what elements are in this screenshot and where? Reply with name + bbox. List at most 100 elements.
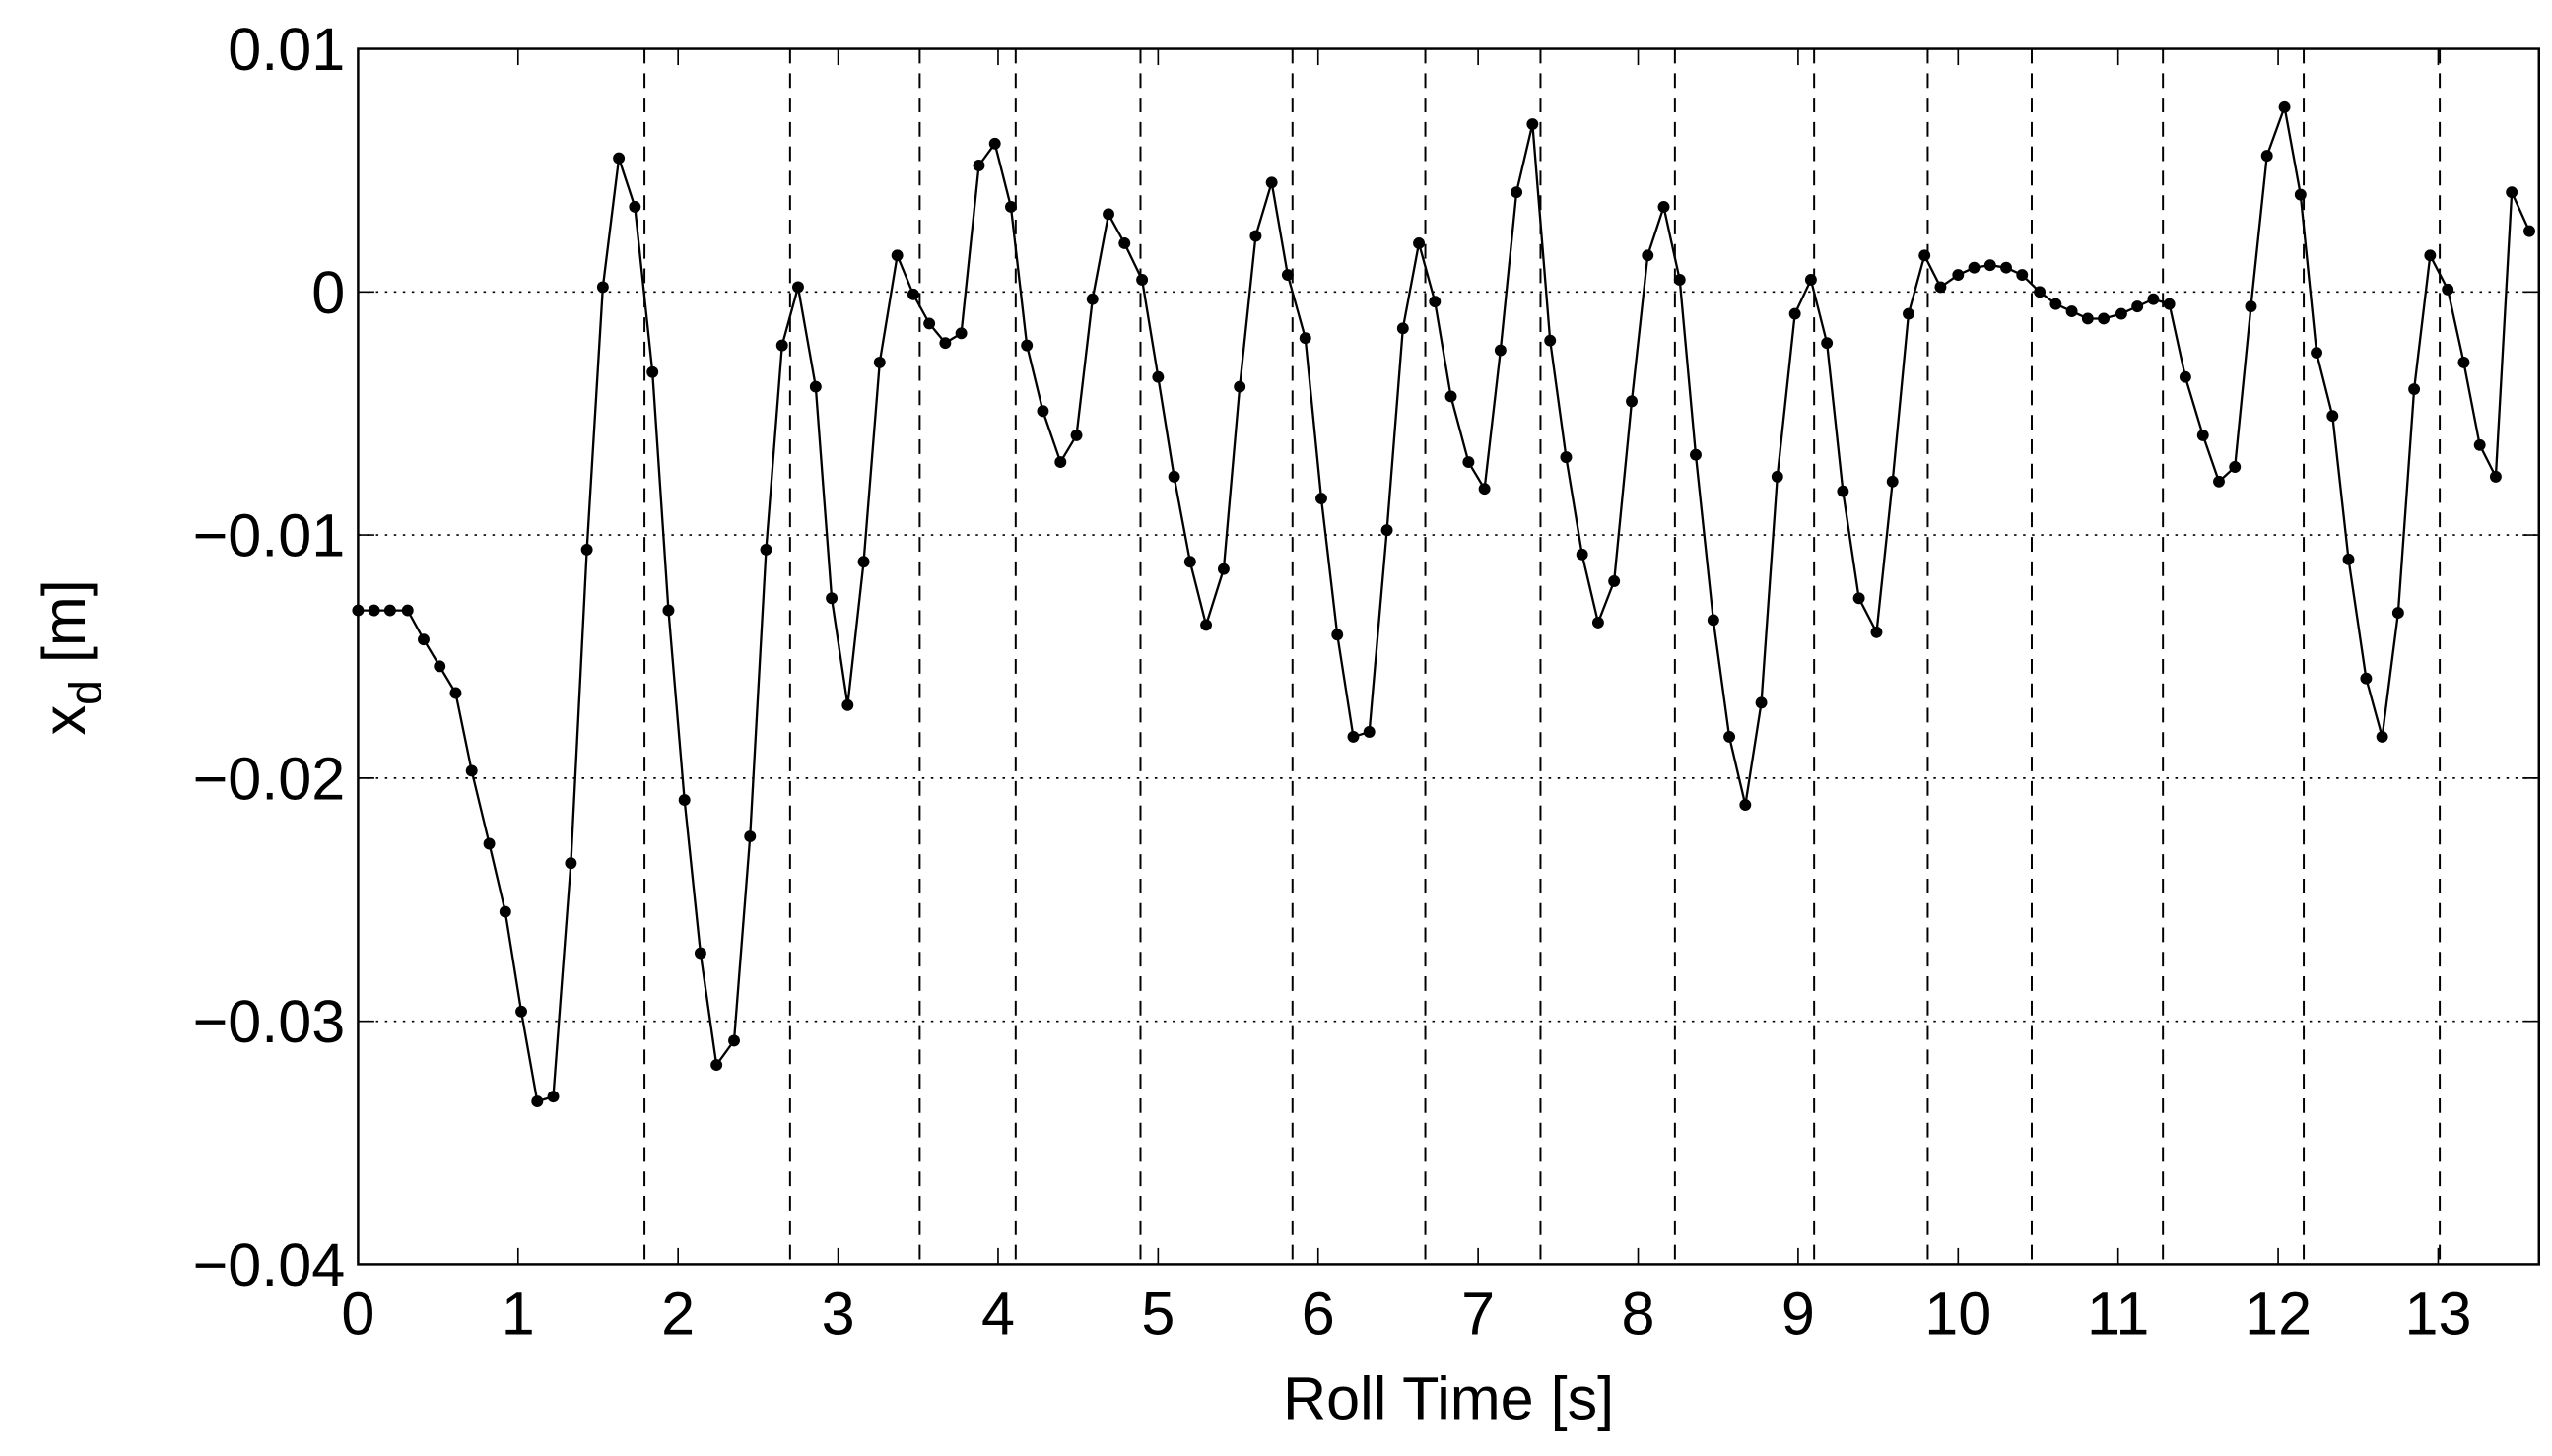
data-point bbox=[2457, 356, 2470, 368]
data-point bbox=[2326, 410, 2339, 423]
data-point bbox=[1118, 237, 1131, 249]
data-point bbox=[1494, 344, 1507, 357]
data-point bbox=[418, 633, 430, 646]
data-point bbox=[760, 543, 772, 556]
data-point bbox=[2294, 188, 2307, 201]
y-tick-label: 0 bbox=[311, 259, 345, 326]
data-point bbox=[531, 1095, 544, 1108]
x-tick-label: 11 bbox=[2087, 1280, 2149, 1347]
data-point bbox=[2506, 186, 2518, 199]
data-point bbox=[1755, 696, 1768, 709]
x-tick-label: 2 bbox=[661, 1280, 695, 1347]
y-tick-label: −0.03 bbox=[193, 988, 346, 1055]
data-point bbox=[1591, 616, 1604, 629]
data-point bbox=[1462, 456, 1475, 469]
x-tick-label: 9 bbox=[1781, 1280, 1815, 1347]
data-point bbox=[565, 857, 577, 870]
data-point bbox=[955, 327, 968, 340]
x-tick-label: 12 bbox=[2245, 1280, 2312, 1347]
y-tick-label: −0.01 bbox=[193, 502, 346, 569]
data-point bbox=[826, 592, 839, 605]
data-point bbox=[1968, 261, 1981, 274]
data-point bbox=[792, 281, 804, 294]
data-point bbox=[1200, 619, 1213, 631]
data-point bbox=[1347, 730, 1360, 743]
data-point bbox=[1739, 799, 1752, 811]
data-point bbox=[907, 288, 919, 300]
data-point bbox=[2065, 305, 2078, 318]
data-point bbox=[2408, 383, 2421, 395]
data-point bbox=[401, 604, 414, 617]
data-point bbox=[2442, 283, 2454, 296]
data-point bbox=[1054, 456, 1067, 469]
data-point bbox=[1852, 592, 1865, 605]
data-point bbox=[2278, 100, 2291, 113]
x-tick-label: 0 bbox=[341, 1280, 374, 1347]
data-point bbox=[629, 201, 641, 213]
data-point bbox=[1217, 563, 1230, 575]
data-point bbox=[1070, 429, 1083, 441]
data-point bbox=[1952, 269, 1965, 281]
data-point bbox=[596, 281, 609, 294]
data-point bbox=[2342, 553, 2355, 565]
data-point bbox=[547, 1091, 560, 1103]
data-point bbox=[1331, 629, 1344, 641]
x-tick-label: 13 bbox=[2404, 1280, 2471, 1347]
data-point bbox=[2034, 286, 2047, 298]
data-line bbox=[358, 102, 2531, 1103]
x-tick-label: 3 bbox=[822, 1280, 855, 1347]
data-point bbox=[1511, 186, 1523, 199]
data-point bbox=[2016, 269, 2029, 281]
data-point bbox=[988, 137, 1001, 150]
data-point bbox=[2131, 300, 2144, 313]
data-point bbox=[1265, 176, 1278, 189]
data-point bbox=[1903, 307, 1914, 320]
data-point bbox=[2179, 370, 2191, 383]
data-point bbox=[1380, 524, 1393, 537]
data-point bbox=[2163, 298, 2176, 310]
data-point bbox=[449, 687, 462, 699]
data-point bbox=[1837, 485, 1849, 497]
data-point bbox=[1804, 274, 1817, 286]
x-tick-label: 8 bbox=[1622, 1280, 1655, 1347]
data-point bbox=[1642, 249, 1654, 262]
data-point bbox=[678, 794, 691, 807]
data-point bbox=[1723, 730, 1736, 743]
data-point bbox=[483, 837, 496, 850]
data-point bbox=[1168, 470, 1180, 483]
data-point bbox=[1788, 307, 1801, 320]
data-point bbox=[2391, 607, 2404, 620]
data-point bbox=[383, 604, 396, 617]
data-point bbox=[1870, 626, 1883, 638]
data-point bbox=[1544, 334, 1557, 347]
data-point bbox=[841, 698, 854, 711]
data-point bbox=[1983, 259, 1996, 272]
x-tick-label: 1 bbox=[502, 1280, 535, 1347]
data-point bbox=[973, 160, 985, 171]
data-point bbox=[2523, 225, 2535, 237]
data-point bbox=[580, 543, 593, 556]
data-point bbox=[1183, 556, 1196, 568]
data-point bbox=[2311, 347, 2322, 359]
data-point bbox=[2245, 300, 2257, 313]
data-point bbox=[1673, 274, 1686, 286]
data-point bbox=[1690, 448, 1702, 461]
data-point bbox=[1821, 337, 1834, 350]
data-point bbox=[1934, 281, 1947, 294]
data-point bbox=[1886, 475, 1899, 488]
data-point bbox=[1707, 614, 1719, 627]
data-point bbox=[1234, 380, 1246, 393]
data-point bbox=[2260, 150, 2273, 163]
data-point bbox=[1021, 339, 1034, 352]
data-point bbox=[646, 365, 659, 378]
data-point bbox=[857, 556, 870, 568]
y-axis-label: xd [m] bbox=[31, 579, 111, 735]
data-point bbox=[1281, 269, 1294, 281]
data-point bbox=[2098, 312, 2111, 325]
x-tick-label: 10 bbox=[1924, 1280, 1991, 1347]
data-point bbox=[1136, 274, 1149, 286]
data-point bbox=[352, 604, 365, 617]
data-point bbox=[613, 152, 626, 165]
